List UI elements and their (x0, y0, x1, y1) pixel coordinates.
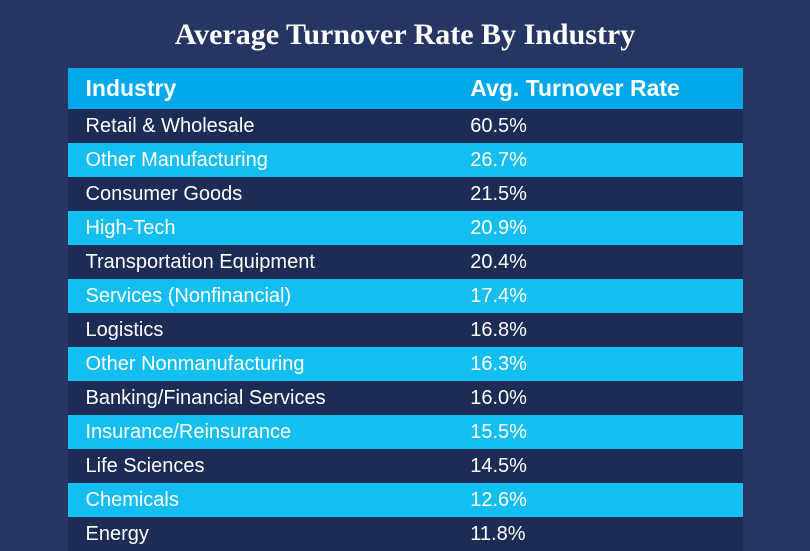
cell-rate: 14.5% (452, 449, 742, 483)
cell-industry: Retail & Wholesale (68, 109, 453, 143)
cell-rate: 16.3% (452, 347, 742, 381)
turnover-table: Industry Avg. Turnover Rate Retail & Who… (68, 68, 743, 551)
cell-industry: Banking/Financial Services (68, 381, 453, 415)
table-header-row: Industry Avg. Turnover Rate (68, 68, 743, 109)
cell-rate: 16.0% (452, 381, 742, 415)
cell-rate: 12.6% (452, 483, 742, 517)
col-header-industry: Industry (68, 68, 453, 109)
cell-industry: Logistics (68, 313, 453, 347)
cell-industry: Other Nonmanufacturing (68, 347, 453, 381)
table-head: Industry Avg. Turnover Rate (68, 68, 743, 109)
cell-rate: 60.5% (452, 109, 742, 143)
cell-rate: 26.7% (452, 143, 742, 177)
cell-rate: 17.4% (452, 279, 742, 313)
cell-rate: 21.5% (452, 177, 742, 211)
cell-industry: High-Tech (68, 211, 453, 245)
cell-rate: 16.8% (452, 313, 742, 347)
table-row: Transportation Equipment20.4% (68, 245, 743, 279)
table-row: Services (Nonfinancial)17.4% (68, 279, 743, 313)
table-row: Chemicals12.6% (68, 483, 743, 517)
cell-rate: 11.8% (452, 517, 742, 551)
table-row: Retail & Wholesale60.5% (68, 109, 743, 143)
col-header-rate: Avg. Turnover Rate (452, 68, 742, 109)
table-row: Logistics16.8% (68, 313, 743, 347)
table-row: Energy11.8% (68, 517, 743, 551)
cell-rate: 20.4% (452, 245, 742, 279)
cell-rate: 20.9% (452, 211, 742, 245)
cell-industry: Energy (68, 517, 453, 551)
cell-industry: Services (Nonfinancial) (68, 279, 453, 313)
cell-rate: 15.5% (452, 415, 742, 449)
cell-industry: Other Manufacturing (68, 143, 453, 177)
table-row: Other Nonmanufacturing16.3% (68, 347, 743, 381)
page-title: Average Turnover Rate By Industry (0, 0, 810, 68)
cell-industry: Chemicals (68, 483, 453, 517)
table-row: Life Sciences14.5% (68, 449, 743, 483)
table-row: Banking/Financial Services16.0% (68, 381, 743, 415)
cell-industry: Insurance/Reinsurance (68, 415, 453, 449)
table-row: Consumer Goods21.5% (68, 177, 743, 211)
table-row: Other Manufacturing26.7% (68, 143, 743, 177)
cell-industry: Life Sciences (68, 449, 453, 483)
turnover-table-wrap: Industry Avg. Turnover Rate Retail & Who… (68, 68, 743, 551)
table-body: Retail & Wholesale60.5%Other Manufacturi… (68, 109, 743, 551)
cell-industry: Transportation Equipment (68, 245, 453, 279)
table-row: High-Tech20.9% (68, 211, 743, 245)
cell-industry: Consumer Goods (68, 177, 453, 211)
table-row: Insurance/Reinsurance15.5% (68, 415, 743, 449)
